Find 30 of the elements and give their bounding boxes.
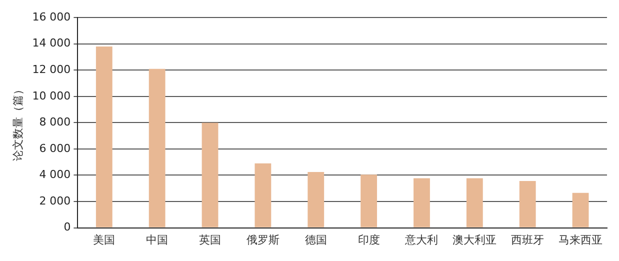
x-tick-label: 美国 [93,233,116,246]
y-tick-label: 14 000 [32,36,71,50]
bar [360,174,378,228]
bar [202,122,218,228]
bar [148,68,166,228]
x-tick-label: 中国 [146,233,168,246]
x-tick-label: 马来西亚 [558,233,603,246]
y-tick-label: 4 000 [39,168,71,182]
bar [414,178,430,228]
x-tick-label: 意大利 [404,233,438,246]
bar [519,181,536,228]
x-tick-label: 澳大利亚 [452,233,497,246]
bar [466,178,483,228]
x-tick-label: 俄罗斯 [246,233,280,246]
bar [572,192,589,228]
y-tick-label: 8 000 [39,116,71,129]
bar [308,172,324,228]
x-tick-label: 西班牙 [511,233,544,246]
y-tick-label: 16 000 [32,10,71,24]
y-tick-label: 0 [64,220,71,234]
y-tick-label: 6 000 [39,142,71,155]
x-tick-label: 英国 [199,233,222,246]
y-tick-label: 2 000 [39,194,71,208]
y-tick-label: 12 000 [32,63,71,76]
x-tick-label: 印度 [358,233,380,246]
bar [96,46,112,228]
y-tick-label: 10 000 [32,89,71,102]
y-axis-title: 论文数量（篇） [11,84,24,162]
bar [254,163,272,228]
x-tick-label: 德国 [304,233,327,246]
